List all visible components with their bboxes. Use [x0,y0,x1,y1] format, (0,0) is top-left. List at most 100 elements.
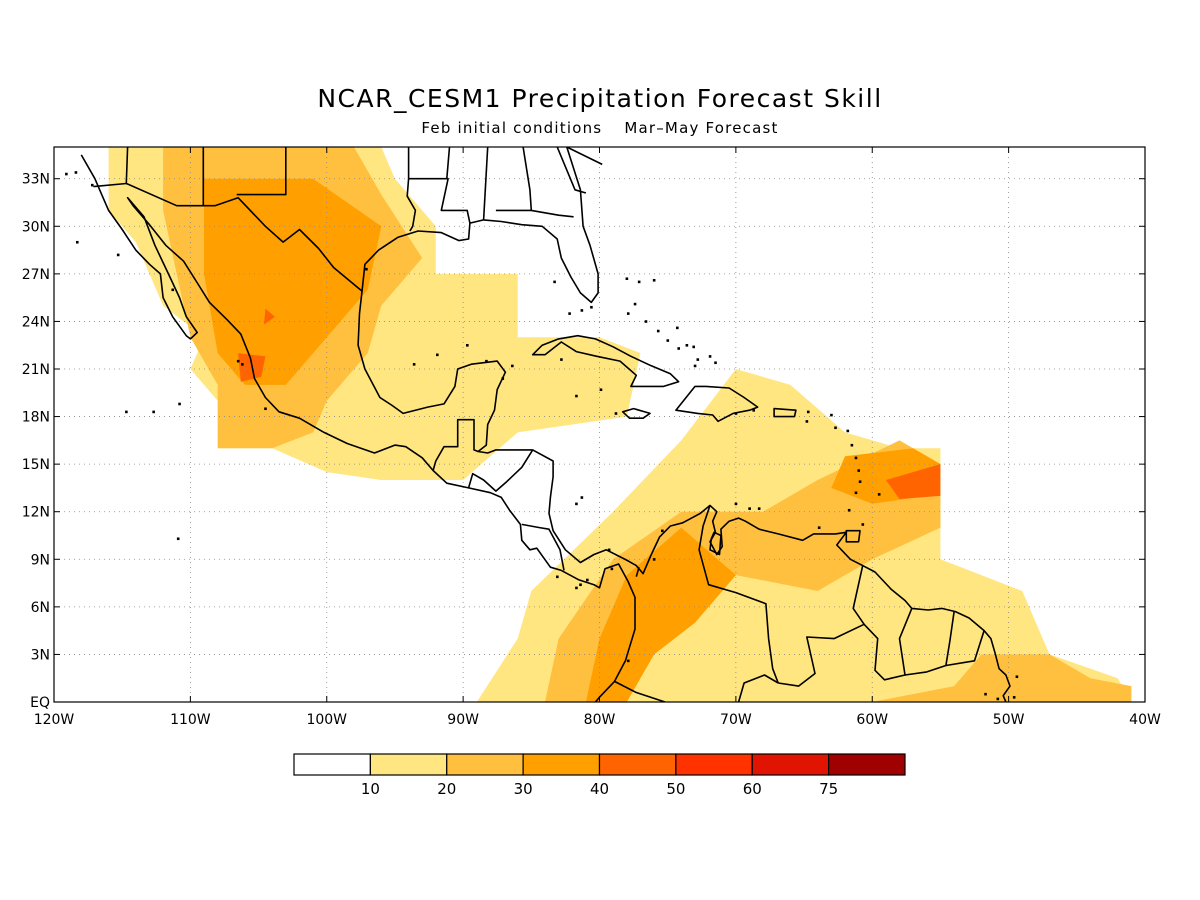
island-marker [610,567,614,571]
island-marker [752,409,756,412]
colorbar-swatch-6 [675,753,753,776]
island-marker [676,326,679,330]
island-marker [556,575,559,579]
island-marker [805,420,809,423]
island-marker [586,578,589,582]
lat-tick-label: 6N [31,600,50,616]
island-marker [599,388,603,392]
lon-tick-label: 80W [584,712,616,728]
island-marker [861,523,865,526]
guyana-suriname-french-guiana [863,608,913,681]
usa-states-10 [556,147,587,194]
island-marker [652,279,656,282]
lat-tick-label: 12N [22,505,50,521]
island-marker [877,493,881,496]
puerto-rico [773,407,797,418]
island-marker [850,443,854,447]
colombia-brazil [737,674,779,702]
island-marker [625,277,629,281]
island-marker [633,302,637,306]
island-marker [365,267,368,271]
nicaragua-costa-rica-panama-borders [521,523,565,571]
gulf-caribbean-coast [357,147,1011,702]
colorbar-label: 75 [819,780,838,798]
island-marker [412,363,416,366]
colorbar-swatch-5 [598,753,677,776]
island-marker [152,410,155,414]
island-marker [652,558,656,561]
colorbar-label: 10 [361,780,380,798]
island-marker [575,586,578,590]
island-marker [264,407,267,411]
island-marker [626,659,630,663]
skill-region-5 [264,308,275,325]
skill-shading-layer [108,147,1132,702]
island-marker [696,358,700,361]
hispaniola [675,385,759,423]
island-marker [568,312,571,315]
lon-tick-label: 90W [447,712,479,728]
usa-states-7 [482,147,489,220]
island-marker [846,429,850,433]
colorbar-swatch-8 [828,753,906,776]
island-marker [1015,675,1019,679]
subtitle-forecast-period: Mar–May Forecast [624,119,779,137]
island-marker [553,280,556,284]
lake-maracaibo [709,531,722,556]
island-marker [714,361,717,365]
lon-tick-label: 40W [1129,712,1161,728]
island-marker [847,508,851,512]
island-marker [171,288,175,292]
island-marker [661,529,664,533]
island-marker [854,456,858,460]
island-marker [685,344,689,347]
island-marker [607,548,611,552]
island-marker [580,496,584,499]
island-marker [511,364,514,368]
map-subtitle: Feb initial conditions Mar–May Forecast [0,119,1200,137]
colombia-venezuela-border [698,505,779,684]
island-marker [575,502,578,506]
lon-tick-label: 60W [856,712,888,728]
jamaica [621,407,651,420]
island-marker [708,355,712,358]
island-marker [834,426,837,430]
island-marker [666,339,670,342]
island-marker [806,410,810,414]
island-marker [75,240,79,244]
island-marker [579,583,582,587]
island-marker [178,402,181,406]
colorbar-label: 30 [514,780,533,798]
island-marker [693,364,697,368]
island-marker [560,358,563,361]
usa-states-9 [531,209,574,218]
island-marker [125,410,128,414]
island-marker [637,280,641,284]
island-marker [65,172,68,176]
colorbar: 10 20 30 40 50 60 75 [293,753,906,798]
island-marker [485,359,488,363]
island-marker [857,469,861,472]
guatemala-belize-borders [432,418,479,471]
central-america-borders [467,449,534,492]
lat-tick-label: 18N [22,410,50,426]
lon-tick-label: 50W [993,712,1025,728]
usa-states [236,147,287,196]
island-marker [984,692,987,696]
lat-tick-label: 15N [22,457,50,473]
island-marker [677,347,680,350]
skill-region-8 [585,527,736,702]
island-marker [757,507,761,510]
lat-tick-label: 9N [31,552,50,568]
island-marker [90,183,94,187]
island-marker [575,394,578,398]
island-marker [656,329,660,333]
colombia-borders [635,566,640,577]
island-marker [501,377,505,380]
lat-tick-label: 21N [22,362,50,378]
colorbar-swatch-3 [446,753,524,776]
usa-states-5 [408,177,471,224]
usa-mexico-border [93,182,363,292]
